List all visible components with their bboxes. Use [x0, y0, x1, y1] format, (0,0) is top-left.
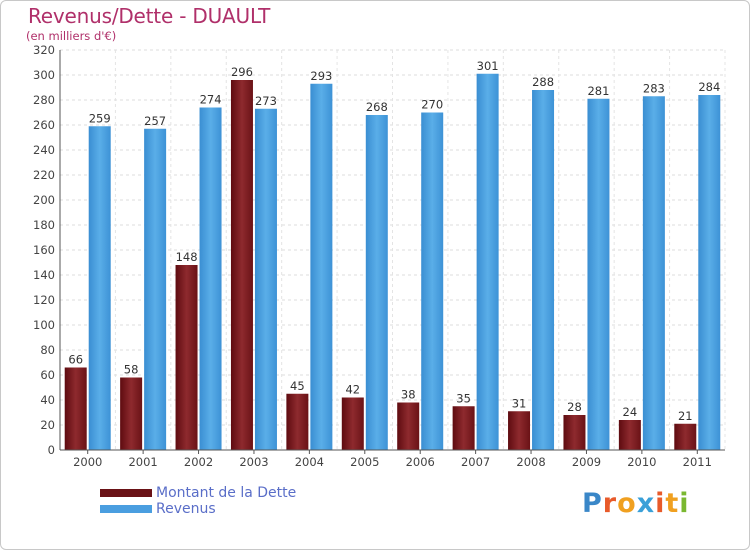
axes: 0 20 40 60 80 100 120 140 160 180 200 220 240 260 280 3…: [33, 43, 725, 469]
bar-revenus: [254, 108, 277, 450]
bar-dette: [563, 415, 586, 450]
bar-revenus: [199, 107, 222, 450]
data-label-revenus: 259: [89, 111, 111, 125]
data-label-dette: 58: [124, 363, 139, 377]
data-label-revenus: 301: [477, 59, 499, 73]
bar-revenus: [365, 115, 388, 450]
x-tick-label: 2001: [128, 455, 157, 469]
y-tick-label: 20: [40, 418, 55, 432]
y-tick-label: 160: [33, 243, 55, 257]
x-tick-label: 2005: [350, 455, 379, 469]
y-tick-label: 320: [33, 43, 55, 57]
y-tick-label: 240: [33, 143, 55, 157]
data-label-revenus: 273: [255, 94, 277, 108]
y-tick-label: 140: [33, 268, 55, 282]
y-tick-label: 100: [33, 318, 55, 332]
y-tick-label: 300: [33, 68, 55, 82]
data-label-dette: 31: [512, 396, 527, 410]
bar-revenus: [421, 112, 444, 450]
data-label-revenus: 284: [698, 80, 720, 94]
logo-letter: x: [636, 488, 656, 519]
y-tick-label: 40: [40, 393, 55, 407]
data-label-revenus: 283: [643, 81, 665, 95]
y-tick-label: 80: [40, 343, 55, 357]
x-tick-label: 2000: [73, 455, 102, 469]
data-label-dette: 45: [290, 379, 305, 393]
legend-swatch-dette: [100, 489, 152, 497]
legend-label-dette: Montant de la Dette: [156, 485, 297, 501]
data-label-dette: 28: [567, 400, 582, 414]
bar-revenus: [587, 98, 610, 450]
x-tick-label: 2008: [516, 455, 545, 469]
logo-letter: i: [679, 488, 690, 519]
y-tick-label: 120: [33, 293, 55, 307]
x-tick-label: 2004: [295, 455, 324, 469]
bar-revenus: [476, 73, 499, 450]
data-label-dette: 66: [68, 353, 83, 367]
bar-dette: [64, 367, 87, 450]
data-label-revenus: 293: [310, 69, 332, 83]
data-label-dette: 296: [231, 65, 253, 79]
bars: [64, 73, 721, 450]
data-label-dette: 24: [623, 405, 638, 419]
logo-letter: r: [602, 488, 618, 519]
data-label-dette: 38: [401, 388, 416, 402]
bar-revenus: [698, 95, 721, 450]
logo-letter: o: [617, 488, 637, 519]
data-label-dette: 42: [345, 383, 360, 397]
bar-dette: [452, 406, 475, 450]
legend-swatch-revenus: [100, 505, 152, 513]
x-tick-label: 2010: [627, 455, 656, 469]
data-label-dette: 21: [678, 409, 693, 423]
bar-revenus: [144, 128, 167, 450]
y-tick-label: 0: [48, 443, 55, 457]
data-label-revenus: 281: [587, 84, 609, 98]
bar-revenus: [642, 96, 665, 450]
data-labels: 66 259 58 257 148 274 296 273 45 293 42 268 38 270 35 3…: [68, 59, 720, 423]
y-tick-label: 280: [33, 93, 55, 107]
logo-letter: P: [582, 488, 603, 519]
bar-dette: [230, 80, 253, 450]
bar-dette: [508, 411, 531, 450]
data-label-revenus: 274: [200, 93, 222, 107]
x-tick-label: 2003: [239, 455, 268, 469]
bar-revenus: [532, 90, 555, 450]
bar-revenus: [310, 83, 333, 450]
chart-title: Revenus/Dette - DUAULT: [28, 4, 271, 28]
x-tick-label: 2006: [406, 455, 435, 469]
x-tick-label: 2002: [184, 455, 213, 469]
y-tick-label: 220: [33, 168, 55, 182]
logo-letter: i: [655, 488, 666, 519]
data-label-revenus: 288: [532, 75, 554, 89]
y-tick-label: 200: [33, 193, 55, 207]
bar-dette: [286, 393, 309, 450]
data-label-dette: 148: [176, 250, 198, 264]
bar-dette: [674, 423, 697, 450]
proxiti-logo: Proxiti: [582, 488, 690, 519]
y-tick-label: 60: [40, 368, 55, 382]
bar-dette: [397, 402, 420, 450]
bar-dette: [341, 397, 364, 450]
chart-subtitle: (en milliers d'€): [26, 29, 117, 43]
x-tick-label: 2011: [683, 455, 712, 469]
bar-dette: [120, 377, 143, 450]
legend-label-revenus: Revenus: [156, 501, 216, 517]
x-tick-label: 2009: [572, 455, 601, 469]
data-label-dette: 35: [456, 391, 471, 405]
logo-letter: t: [665, 488, 680, 519]
data-label-revenus: 270: [421, 98, 443, 112]
x-tick-label: 2007: [461, 455, 490, 469]
data-label-revenus: 257: [144, 114, 166, 128]
data-label-revenus: 268: [366, 100, 388, 114]
bar-dette: [618, 420, 641, 450]
bar-revenus: [88, 126, 111, 450]
y-tick-label: 180: [33, 218, 55, 232]
bar-dette: [175, 265, 198, 450]
y-tick-label: 260: [33, 118, 55, 132]
